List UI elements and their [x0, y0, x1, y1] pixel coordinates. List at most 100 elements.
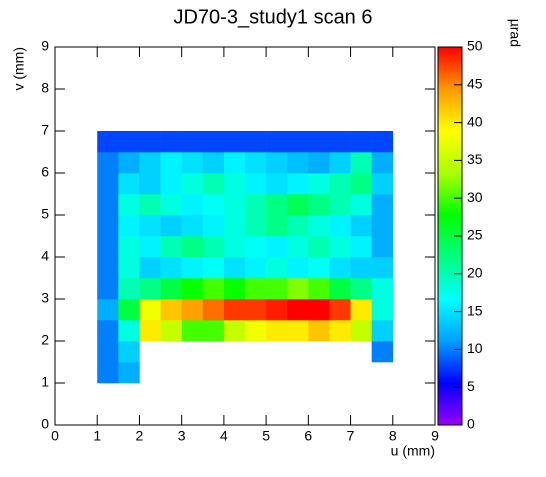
heat-cell [245, 299, 267, 321]
heat-cell [350, 257, 372, 279]
heat-cell [202, 173, 225, 195]
z-tick-label: 5 [467, 378, 475, 394]
y-axis-label: v (mm) [11, 47, 27, 91]
heat-cell [97, 131, 119, 153]
heat-cell [266, 278, 288, 300]
y-tick-label: 4 [41, 248, 49, 264]
heat-cell [287, 215, 309, 237]
heat-cell [371, 152, 394, 174]
heat-cell [202, 299, 225, 321]
heat-cell [308, 299, 330, 321]
heat-cell [139, 194, 161, 216]
heat-cell [266, 131, 288, 153]
heat-cell [329, 236, 351, 258]
heat-cell [329, 173, 351, 195]
x-tick-label: 5 [262, 428, 270, 444]
heat-cell [202, 215, 225, 237]
heat-cell [287, 152, 309, 174]
heat-cell [223, 152, 246, 174]
heat-cell [371, 131, 394, 153]
z-tick-label: 45 [467, 76, 483, 92]
z-tick-label: 40 [467, 113, 483, 129]
x-axis-label: u (mm) [391, 443, 435, 459]
heat-cell [160, 131, 182, 153]
heat-cell [223, 194, 246, 216]
heat-cell [329, 215, 351, 237]
heat-cell [97, 362, 119, 384]
heat-cell [202, 278, 225, 300]
x-tick-label: 0 [51, 428, 59, 444]
heat-cell [371, 215, 394, 237]
heat-cell [160, 257, 182, 279]
y-tick-label: 8 [41, 80, 49, 96]
heat-cell [139, 257, 161, 279]
heat-cell [118, 320, 140, 342]
heat-cell [287, 236, 309, 258]
heat-cell [371, 320, 394, 342]
y-tick-label: 9 [41, 38, 49, 54]
heat-cell [245, 320, 267, 342]
heat-cell [160, 236, 182, 258]
heat-cell [350, 152, 372, 174]
z-tick-label: 20 [467, 265, 483, 281]
heat-cell [118, 152, 140, 174]
heat-cell [266, 152, 288, 174]
heat-cell [118, 173, 140, 195]
y-tick-label: 3 [41, 290, 49, 306]
y-tick-label: 7 [41, 122, 49, 138]
heat-cell [329, 194, 351, 216]
heat-cell [139, 152, 161, 174]
heat-cell [266, 194, 288, 216]
heat-cell [223, 278, 246, 300]
heat-cell [287, 299, 309, 321]
heat-cell [160, 320, 182, 342]
heat-cell [181, 131, 204, 153]
heat-cell [329, 257, 351, 279]
heat-cell [118, 341, 140, 363]
y-tick-label: 0 [41, 416, 49, 432]
heat-cell [329, 152, 351, 174]
heat-cell [181, 320, 204, 342]
heat-cell [266, 257, 288, 279]
heat-cell [139, 173, 161, 195]
heat-cell [97, 173, 119, 195]
heat-cell [223, 257, 246, 279]
heat-cell [202, 320, 225, 342]
heat-cell [245, 152, 267, 174]
z-tick-label: 35 [467, 151, 483, 167]
x-tick-label: 4 [220, 428, 228, 444]
z-tick-label: 30 [467, 189, 483, 205]
heat-cell [287, 194, 309, 216]
heat-cell [118, 194, 140, 216]
heat-cell [223, 131, 246, 153]
heat-cell [350, 236, 372, 258]
heat-cell [266, 320, 288, 342]
z-axis-label: µrad [507, 19, 523, 47]
heat-cell [308, 278, 330, 300]
heat-cell [160, 299, 182, 321]
heat-cell [287, 257, 309, 279]
heat-cell [181, 278, 204, 300]
heat-cell [245, 173, 267, 195]
heat-cell [160, 215, 182, 237]
heat-cell [266, 299, 288, 321]
heat-cell [329, 320, 351, 342]
heat-cell [308, 236, 330, 258]
heat-cell [245, 257, 267, 279]
z-tick-label: 25 [467, 227, 483, 243]
heat-cell [350, 278, 372, 300]
heat-cell [308, 152, 330, 174]
z-tick-label: 0 [467, 416, 475, 432]
x-tick-label: 9 [431, 428, 439, 444]
heat-cell [223, 215, 246, 237]
heat-cell [350, 131, 372, 153]
heat-cell [181, 173, 204, 195]
heat-cell [245, 194, 267, 216]
heat-cell [139, 299, 161, 321]
heat-cell [160, 278, 182, 300]
heat-cell [350, 320, 372, 342]
heat-cell [371, 257, 394, 279]
heat-cell [308, 215, 330, 237]
